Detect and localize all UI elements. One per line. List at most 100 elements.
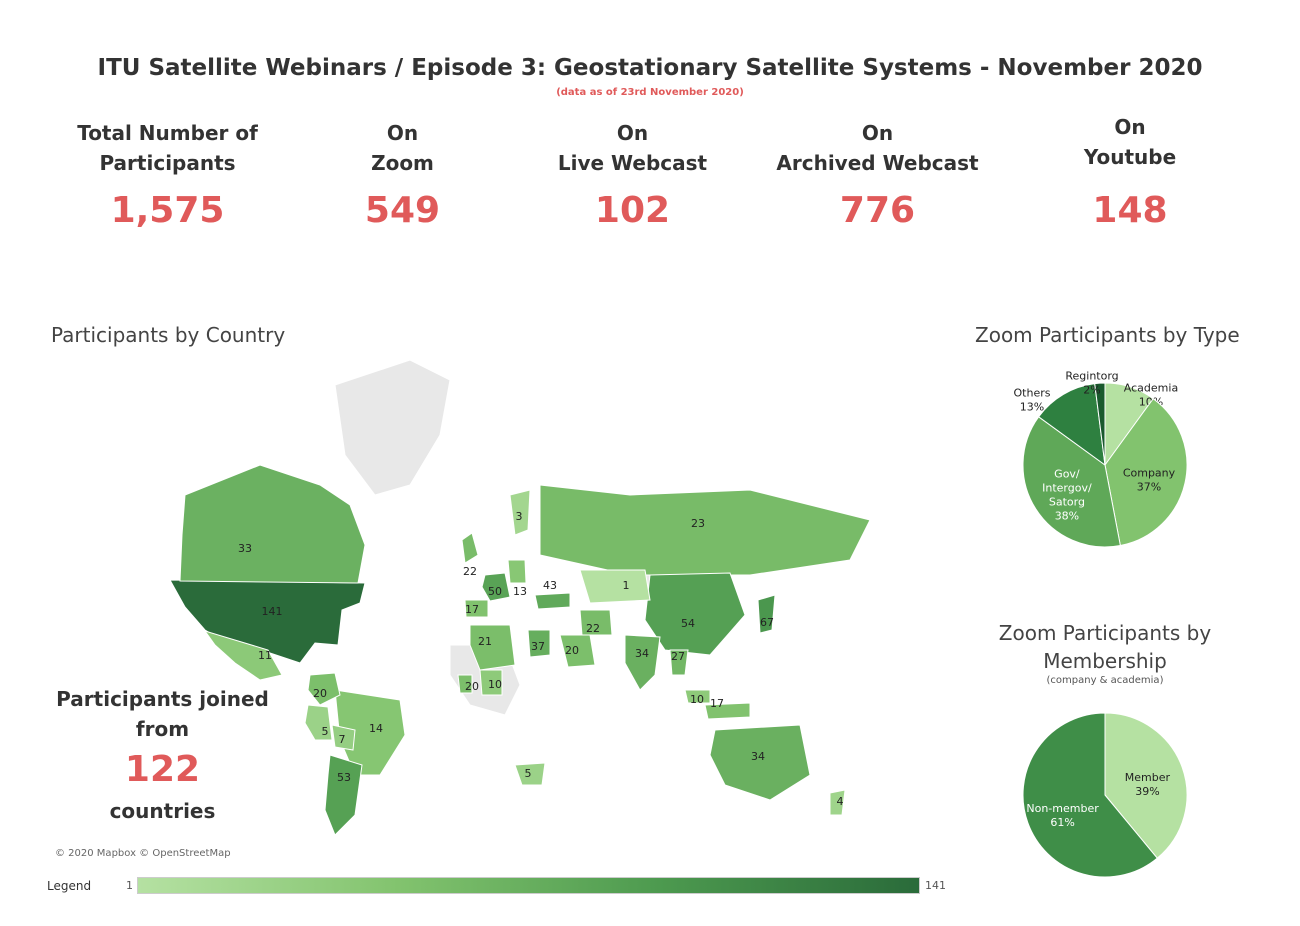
country-algeria[interactable] [469,624,516,671]
country-turkey[interactable] [534,592,571,610]
country-germany[interactable] [507,559,527,584]
country-united-kingdom[interactable] [461,532,479,564]
country-value-new-zealand: 4 [837,795,844,808]
kpi-total-label: Total Number of Participants [77,121,258,175]
country-value-saudi-arabia: 20 [565,644,579,657]
map-attribution: © 2020 Mapbox © OpenStreetMap [55,848,231,859]
legend-color-scale [137,877,920,894]
type-pie-title: Zoom Participants by Type [975,323,1240,347]
pie-label-others: Others 13% [1014,387,1051,414]
country-value-colombia: 20 [313,687,327,700]
pie-slice-non-member[interactable] [1022,712,1158,878]
membership-pie-note: (company & academia) [1046,675,1164,686]
country-value-peru: 5 [322,725,329,738]
country-australia[interactable] [709,724,811,801]
kpi-youtube: On Youtube 148 [1040,112,1220,231]
country-value-nigeria: 10 [488,678,502,691]
country-value-egypt: 37 [531,640,545,653]
country-value-brazil: 14 [369,722,383,735]
country-value-united-kingdom: 22 [463,565,477,578]
country-mexico[interactable] [203,630,283,681]
country-value-india: 34 [635,647,649,660]
pie-label-regintorg: Regintorg 2% [1065,370,1118,397]
country-value-thailand: 27 [671,650,685,663]
country-sweden[interactable] [509,489,531,536]
country-value-canada: 33 [238,542,252,555]
country-value-china: 54 [681,617,695,630]
country-new-zealand[interactable] [829,789,846,816]
country-indonesia[interactable] [704,702,751,720]
pie-slice-gov-intergov-satorg[interactable] [1022,416,1121,548]
kpi-archived-webcast-value: 776 [839,190,916,231]
pie-slice-company[interactable] [1104,397,1188,547]
kpi-total-value: 1,575 [110,190,225,231]
country-ghana[interactable] [457,674,473,694]
country-china[interactable] [644,572,746,656]
country-value-bolivia: 7 [339,733,346,746]
country-value-spain: 17 [465,603,479,616]
kpi-zoom: On Zoom 549 [310,118,495,231]
legend-min: 1 [126,879,133,892]
country-russia[interactable] [539,484,871,576]
country-value-australia: 34 [751,750,765,763]
country-value-iran: 22 [586,622,600,635]
country-france[interactable] [481,572,511,602]
country-colombia[interactable] [307,672,341,706]
country-japan[interactable] [757,594,776,634]
type-pie-chart[interactable]: Academia10%Company37%Gov/Intergov/Satorg… [1000,360,1210,570]
country-kazakhstan[interactable] [579,569,651,604]
country-value-indonesia: 17 [710,697,724,710]
no-data-region [334,359,451,496]
kpi-youtube-value: 148 [1092,190,1168,231]
country-spain[interactable] [464,599,489,618]
pie-label-gov-intergov-satorg: Gov/Intergov/Satorg 38% [1042,468,1092,523]
dashboard-title: ITU Satellite Webinars / Episode 3: Geos… [97,55,1203,81]
countries-summary: Participants joined from 122 countries [40,684,285,826]
country-value-russia: 23 [691,517,705,530]
kpi-archived-webcast-label: On Archived Webcast [776,121,979,175]
pie-slice-member[interactable] [1104,712,1188,859]
pie-label-company: Company 37% [1123,466,1176,493]
pie-slice-regintorg[interactable] [1094,382,1106,466]
pie-slice-others[interactable] [1037,383,1106,467]
membership-pie-title: Zoom Participants by Membership [998,621,1212,673]
kpi-live-webcast-value: 102 [594,190,671,231]
country-value-germany: 13 [513,585,527,598]
country-value-algeria: 21 [478,635,492,648]
country-nigeria[interactable] [479,669,503,696]
country-value-malaysia: 10 [690,693,704,706]
country-saudi-arabia[interactable] [559,634,596,668]
country-value-france: 50 [488,585,502,598]
joined-line-2: from [135,717,190,741]
country-value-kazakhstan: 1 [623,579,630,592]
map-title: Participants by Country [51,323,286,347]
membership-pie-chart[interactable]: Member 39% Non-member 61% [1000,690,1210,900]
legend-max: 141 [925,879,946,892]
country-malaysia[interactable] [684,689,711,704]
country-value-united-states: 141 [262,605,283,618]
kpi-live-webcast: On Live Webcast 102 [535,118,730,231]
country-value-argentina: 53 [337,771,351,784]
joined-line-1: Participants joined [56,687,269,711]
kpi-zoom-label: On Zoom [371,121,434,175]
country-united-states[interactable] [169,579,366,664]
data-date-note: (data as of 23rd November 2020) [556,87,744,98]
kpi-archived-webcast: On Archived Webcast 776 [765,118,990,231]
countries-count: 122 [124,749,201,790]
legend-label: Legend [47,879,92,893]
country-iran[interactable] [579,609,613,636]
country-thailand[interactable] [669,649,689,676]
country-egypt[interactable] [527,629,551,658]
country-bolivia[interactable] [331,724,356,751]
country-argentina[interactable] [324,754,363,836]
country-value-mexico: 11 [258,649,272,662]
country-peru[interactable] [304,704,333,741]
country-value-ghana: 20 [465,680,479,693]
country-value-turkey: 43 [543,579,557,592]
kpi-zoom-value: 549 [364,190,441,231]
country-south-africa[interactable] [514,762,546,786]
country-india[interactable] [624,634,661,691]
country-canada[interactable] [179,464,366,584]
country-value-south-africa: 5 [525,767,532,780]
